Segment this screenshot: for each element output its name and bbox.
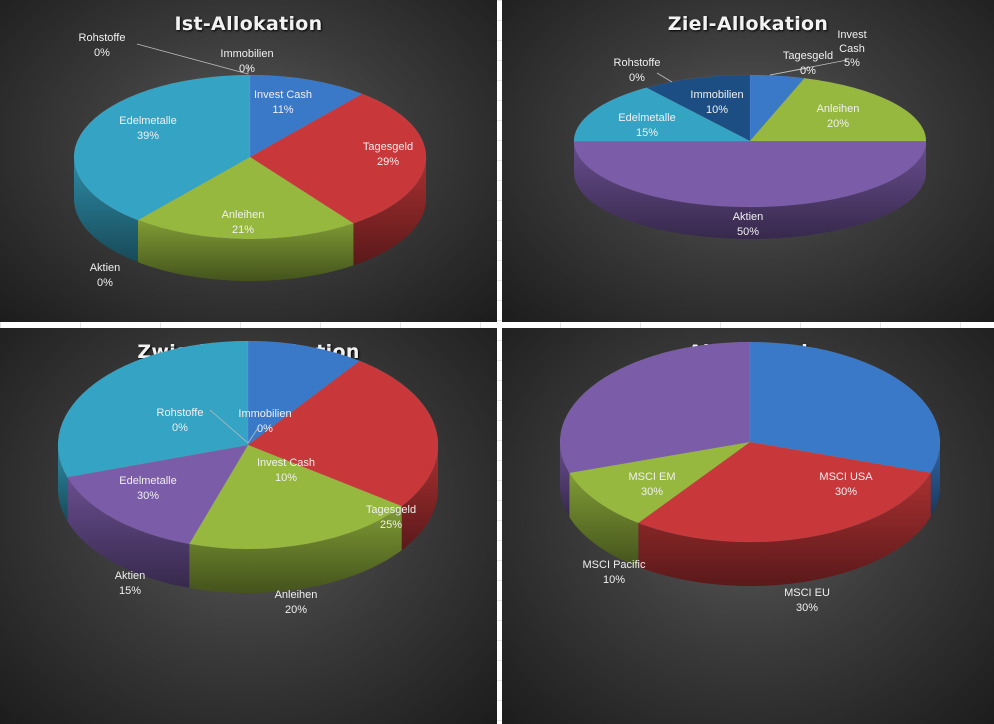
data-labels: Invest Cash 10% Tagesgeld 25% Anleihen 20% Akt… [115, 407, 416, 616]
pie-side-anleihen [137, 220, 354, 281]
pie-top [73, 74, 427, 240]
data-label-msci-pacific: MSCI Pacific 10% [583, 559, 646, 586]
pie-slice-msci-em [559, 341, 751, 474]
pie-chart: Invest Cash 11% Tagesgeld 29% Anleihen 21% Akt… [73, 32, 427, 289]
pie-side-walls [574, 141, 926, 239]
data-label-immobilien: Immobilien 10% [690, 89, 743, 116]
pie-slice-aktien [66, 444, 249, 545]
data-label-anleihen: Anleihen 20% [817, 103, 860, 130]
pie-side-msci-em [560, 442, 570, 517]
pie-top [57, 340, 439, 550]
data-label-tagesgeld: Tagesgeld 0% [783, 50, 833, 77]
pie-slice-msci-pacific [568, 441, 751, 524]
pie-slice-invest-cash [749, 74, 805, 142]
data-label-edelmetalle: Edelmetalle 39% [119, 115, 176, 142]
pie-side-walls [74, 157, 426, 281]
data-labels: Invest Cash 11% Tagesgeld 29% Anleihen 21% Akt… [79, 32, 414, 289]
data-label-tagesgeld: Tagesgeld 25% [366, 504, 416, 531]
data-label-rohstoffe: Rohstoffe 0% [614, 57, 661, 84]
pie-side-edelmetalle [74, 157, 138, 263]
pie-side-msci-usa [930, 442, 940, 517]
pie-side-msci-pacific [569, 472, 639, 567]
chart-ziel-allokation[interactable]: Ziel-Allokation Invest Cash 5% Tagesgeld 0% A… [502, 0, 994, 322]
pie-side-msci-eu [638, 472, 931, 586]
pie-slice-invest-cash [249, 74, 363, 158]
pie-side-edelmetalle [58, 445, 68, 522]
pie-slice-tagesgeld [247, 360, 439, 507]
data-label-immobilien: Immobilien 0% [220, 48, 273, 75]
pie-slice-aktien [573, 140, 927, 208]
data-label-invest-cash: Invest Cash 5% [837, 29, 866, 69]
leader-line [769, 67, 809, 76]
data-labels: Invest Cash 5%Tagesgeld 0% Anleihen 20% Aktien… [614, 29, 867, 238]
pie-slice-anleihen [137, 156, 355, 240]
leader-lines [209, 409, 259, 444]
data-label-msci-usa: MSCI USA 30% [819, 471, 873, 498]
data-labels: MSCI USA 30% MSCI EU 30% MSCI Pacific 10% MSCI… [583, 471, 874, 614]
data-label-invest-cash: Invest Cash 10% [257, 457, 315, 484]
pie-chart: Invest Cash 10% Tagesgeld 25% Anleihen 20% Akt… [57, 340, 439, 616]
chart-title: Ist-Allokation [174, 13, 323, 35]
pie-slice-immobilien [645, 74, 751, 142]
pie-slice-tagesgeld [249, 93, 427, 224]
data-label-msci-eu: MSCI EU 30% [784, 587, 830, 614]
pie-top [559, 341, 941, 543]
data-label-aktien: Aktien 15% [115, 570, 146, 597]
pie-chart: Invest Cash 5%Tagesgeld 0% Anleihen 20% Aktien… [573, 29, 927, 239]
pie-slice-anleihen [188, 444, 403, 550]
data-label-aktien: Aktien 50% [733, 211, 764, 238]
data-label-aktien: Aktien 0% [90, 262, 121, 289]
pie-side-aktien [67, 477, 190, 588]
pie-side-tagesgeld [353, 157, 426, 266]
data-label-immobilien: Immobilien 0% [238, 408, 291, 435]
data-label-edelmetalle: Edelmetalle 30% [119, 475, 176, 502]
pie-side-anleihen [189, 506, 402, 593]
pie-side-walls [560, 442, 940, 586]
leader-line [136, 43, 249, 75]
chart-title: Ziel-Allokation [667, 13, 829, 35]
pie-side-tagesgeld [401, 445, 438, 551]
data-label-rohstoffe: Rohstoffe 0% [157, 407, 204, 434]
data-label-invest-cash: Invest Cash 11% [254, 89, 312, 116]
pie-slice-edelmetalle [57, 340, 249, 478]
leader-line [656, 72, 673, 83]
leader-lines [656, 59, 848, 83]
pie-slice-anleihen [749, 77, 927, 142]
pie-slice-msci-eu [637, 441, 932, 543]
pie-top [573, 74, 927, 208]
pie-chart: MSCI USA 30% MSCI EU 30% MSCI Pacific 10% MSCI… [559, 341, 941, 614]
pie-side-walls [58, 445, 438, 593]
leader-line [247, 427, 259, 444]
chart-zwischen-allokation[interactable]: Zwischen-Allokation Invest Cash10%Tagesg… [0, 328, 497, 724]
data-label-edelmetalle: Edelmetalle 15% [618, 112, 675, 139]
pie-slice-msci-usa [749, 341, 941, 474]
chart-ist-allokation[interactable]: Ist-Allokation Invest Cash 11% Tagesgeld 29… [0, 0, 497, 322]
data-label-anleihen: Anleihen 21% [222, 209, 265, 236]
data-label-rohstoffe: Rohstoffe 0% [79, 32, 126, 59]
leader-line [209, 409, 249, 444]
data-label-anleihen: Anleihen 20% [275, 589, 318, 616]
pie-slice-invest-cash [247, 340, 361, 446]
data-label-msci-em: MSCI EM 30% [628, 471, 675, 498]
data-label-tagesgeld: Tagesgeld 29% [363, 141, 413, 168]
leader-lines [136, 43, 249, 75]
pie-side-aktien [574, 141, 926, 239]
pie-slice-edelmetalle [73, 74, 251, 221]
pie-slice-edelmetalle [573, 87, 751, 142]
